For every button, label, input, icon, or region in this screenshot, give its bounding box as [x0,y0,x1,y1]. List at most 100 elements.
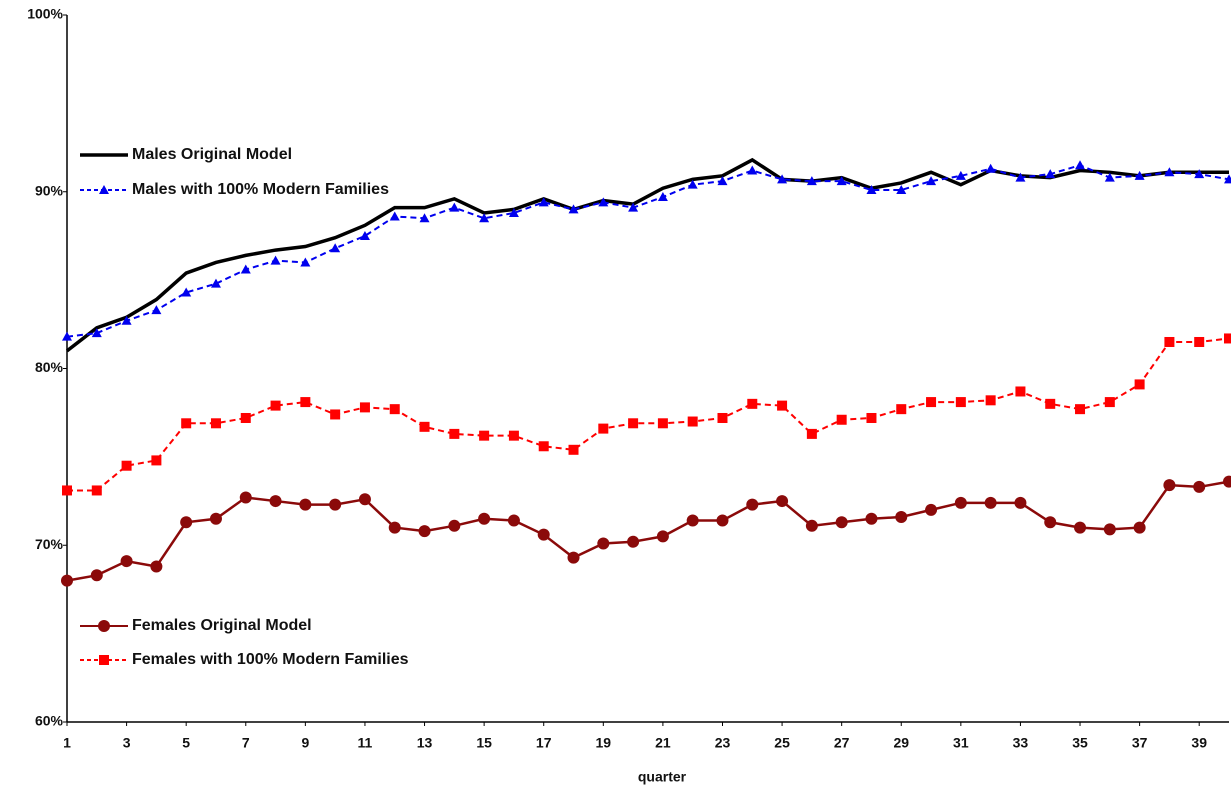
data-point [747,165,758,175]
data-point [1224,333,1231,344]
data-point [1104,172,1115,182]
data-point [568,204,579,214]
data-point [121,460,132,471]
data-point [209,512,222,525]
data-point [895,510,908,523]
data-point [269,495,282,508]
data-point [299,498,312,511]
x-tick-label: 15 [476,735,492,751]
data-point [330,409,341,420]
data-point [776,495,789,508]
x-tick-label: 5 [182,735,190,751]
data-point [777,174,788,184]
data-point [449,428,460,439]
data-point [1014,496,1027,509]
data-point [1074,521,1087,534]
data-point [1044,516,1057,529]
data-point [1194,169,1205,179]
data-point [687,179,698,189]
data-point [270,400,281,411]
x-tick-label: 19 [596,735,612,751]
x-tick-label: 29 [893,735,909,751]
data-point [1164,336,1175,347]
data-point [747,398,758,409]
x-tick-label: 7 [242,735,250,751]
data-point [686,514,699,527]
data-point [746,498,759,511]
data-point [180,516,193,529]
data-point [1224,174,1231,184]
data-point [538,197,549,207]
data-point [656,530,669,543]
data-point [806,176,817,186]
data-point [1075,404,1086,415]
x-tick-label: 27 [834,735,850,751]
series-line [66,164,1230,338]
data-point [925,503,938,516]
x-tick-label: 21 [655,735,671,751]
x-tick-label: 39 [1191,735,1207,751]
data-point [567,551,580,564]
y-tick-label: 100% [27,6,63,22]
data-point [150,560,163,573]
x-tick-label: 11 [358,735,373,751]
y-tick-label: 80% [35,359,64,375]
data-point [1134,379,1145,390]
data-point [1193,480,1206,493]
x-tick-label: 31 [953,735,969,751]
legend-marker [99,655,109,665]
data-point [1223,475,1231,488]
data-point [657,418,668,429]
legend-label: Males Original Model [132,146,292,163]
data-point [1164,167,1175,177]
series-line [66,480,1230,582]
data-point [985,163,996,173]
data-point [507,514,520,527]
data-point [120,555,133,568]
data-point [359,230,370,240]
data-point [985,395,996,406]
data-point [805,519,818,532]
data-point [597,537,610,550]
data-point [121,315,132,325]
data-point [239,491,252,504]
data-point [866,412,877,423]
data-point [1015,172,1026,182]
data-point [537,528,550,541]
data-point [448,519,461,532]
data-point [478,512,491,525]
x-axis-title: quarter [638,769,687,785]
legend-label: Males with 100% Modern Families [132,181,389,198]
x-tick-label: 9 [301,735,309,751]
data-point [240,412,251,423]
data-point [419,421,430,432]
legend-marker [99,185,109,194]
data-point [835,516,848,529]
data-point [181,287,192,297]
data-point [568,444,579,455]
data-point [865,512,878,525]
data-point [508,207,519,217]
data-point [836,414,847,425]
data-point [1104,397,1115,408]
data-point [479,213,490,223]
data-point [300,257,311,267]
data-point [508,430,519,441]
x-tick-label: 1 [63,735,71,751]
data-point [358,493,371,506]
x-tick-label: 37 [1132,735,1148,751]
data-point [538,441,549,452]
data-point [1133,521,1146,534]
data-point [806,428,817,439]
data-point [717,176,728,186]
data-point [388,521,401,534]
data-point [1103,523,1116,536]
data-point [449,202,460,212]
data-point [419,213,430,223]
data-point [270,255,281,265]
data-point [1045,169,1056,179]
data-point [181,418,192,429]
data-point [91,328,102,338]
data-point [657,192,668,202]
data-point [1163,479,1176,492]
